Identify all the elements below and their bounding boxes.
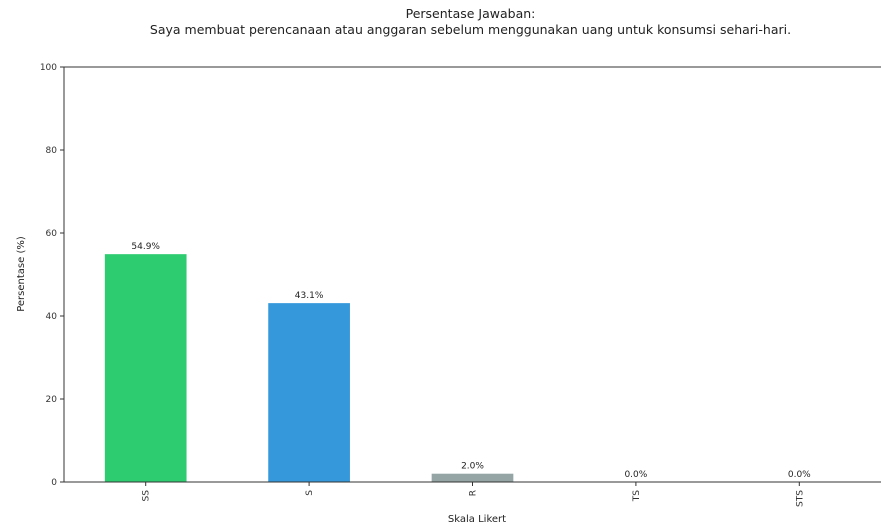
bar-value-label: 2.0% [461, 462, 484, 472]
x-tick-label: R [469, 490, 479, 496]
chart-title: Persentase Jawaban: [405, 6, 536, 21]
bar-r [431, 473, 514, 482]
y-tick-label: 0 [51, 478, 57, 488]
y-axis-label: Persentase (%) [16, 236, 27, 312]
bar-ss [104, 254, 187, 482]
x-tick-label: STS [795, 490, 805, 507]
y-tick-label: 20 [46, 395, 58, 405]
chart-subtitle: Saya membuat perencanaan atau anggaran s… [149, 22, 792, 37]
bar-value-label: 0.0% [624, 470, 647, 480]
y-tick-label: 80 [46, 146, 58, 156]
y-tick-label: 60 [46, 229, 58, 239]
x-tick-label: TS [632, 490, 642, 502]
x-tick-label: SS [142, 490, 152, 502]
y-tick-label: 100 [40, 63, 57, 73]
bar-value-label: 43.1% [295, 291, 324, 301]
bar-s [268, 303, 350, 482]
bar-value-label: 54.9% [131, 242, 160, 252]
y-tick-label: 40 [46, 312, 58, 322]
x-axis-label: Skala Likert [448, 514, 506, 525]
x-tick-label: S [305, 490, 315, 496]
bar-value-label: 0.0% [788, 470, 811, 480]
